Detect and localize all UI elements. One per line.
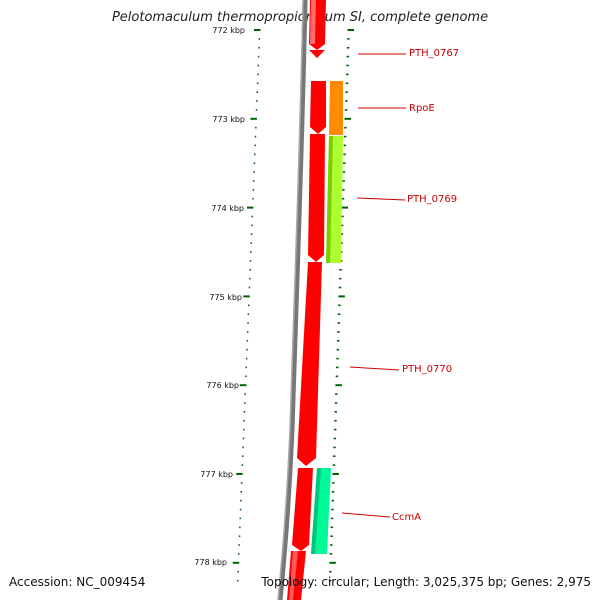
gene-label[interactable]: RpoE	[409, 103, 435, 114]
gene-pth-0769[interactable]	[308, 134, 343, 263]
topology-label: Topology: circular; Length: 3,025,375 bp…	[261, 575, 591, 589]
gene-label[interactable]: PTH_0769	[407, 194, 457, 205]
gene-rpoe[interactable]	[310, 81, 343, 135]
gene-label[interactable]: PTH_0770	[402, 364, 452, 375]
gene-pth-0767[interactable]	[309, 0, 326, 58]
right-ruler	[328, 29, 354, 582]
left-ruler	[232, 29, 261, 582]
gene-label[interactable]: PTH_0767	[409, 48, 459, 59]
genome-backbone-shadow	[277, 0, 304, 600]
label-line	[356, 197, 406, 201]
gene-pth-0770[interactable]	[297, 262, 322, 466]
map-title: Pelotomaculum thermopropionicum SI, comp…	[111, 10, 489, 25]
ruler-tick-label: 773 kbp	[212, 115, 245, 124]
gene-ccma[interactable]	[287, 468, 331, 600]
ruler-tick-label: 775 kbp	[209, 293, 242, 302]
accession-label: Accession: NC_009454	[9, 575, 146, 589]
ruler-tick-label: 777 kbp	[200, 470, 233, 479]
ruler-tick-label: 772 kbp	[212, 26, 245, 35]
label-line	[349, 366, 400, 371]
ruler-tick-label: 774 kbp	[211, 204, 244, 213]
genome-backbone	[277, 0, 308, 600]
ruler-tick-label: 776 kbp	[206, 381, 239, 390]
label-line	[341, 512, 391, 518]
gene-label[interactable]: CcmA	[392, 512, 421, 523]
ruler-tick-label: 778 kbp	[194, 558, 227, 567]
